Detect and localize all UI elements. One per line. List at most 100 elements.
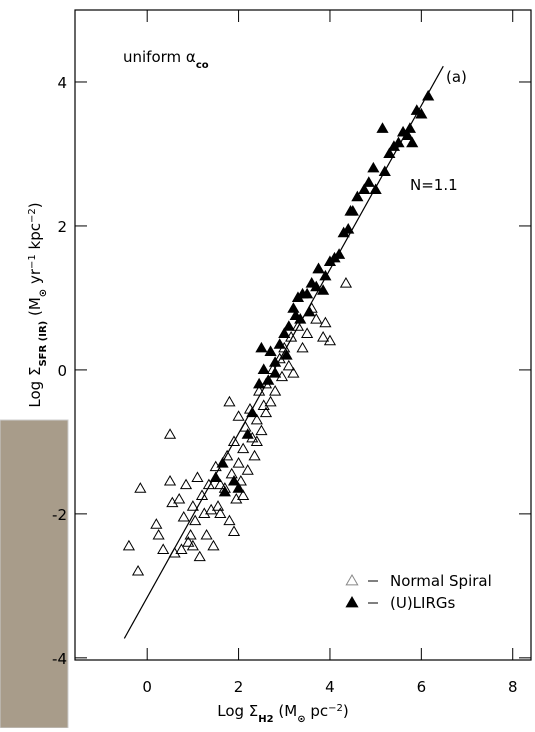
data-point xyxy=(223,395,236,407)
data-point xyxy=(257,363,270,374)
y-axis-label-part: −2 xyxy=(27,208,38,223)
data-point xyxy=(207,539,220,551)
data-point xyxy=(191,471,204,482)
data-point xyxy=(225,467,238,479)
data-point xyxy=(351,190,364,202)
y-tick-label: 0 xyxy=(57,362,67,380)
data-point xyxy=(211,500,225,511)
data-point xyxy=(150,518,163,529)
data-point xyxy=(122,539,136,551)
data-point xyxy=(301,327,314,338)
data-point xyxy=(195,489,209,500)
data-point xyxy=(255,341,268,353)
data-point xyxy=(227,474,241,486)
data-point xyxy=(376,122,389,133)
y-axis-label-part: SFR (IR) xyxy=(38,321,49,367)
data-point xyxy=(310,280,323,292)
data-point xyxy=(301,287,314,299)
data-point xyxy=(310,313,323,324)
data-point xyxy=(214,478,227,490)
annotation-part: co xyxy=(196,60,209,71)
data-point xyxy=(246,406,259,418)
data-point xyxy=(403,122,417,133)
y-axis-label-part: Log Σ xyxy=(26,367,44,408)
data-point xyxy=(200,528,213,540)
y-axis-label-part: ) xyxy=(26,202,44,208)
x-tick-label: 2 xyxy=(234,678,244,696)
data-point xyxy=(177,510,190,522)
data-point xyxy=(317,284,330,295)
data-point xyxy=(369,183,382,195)
x-axis-label-part: ) xyxy=(343,702,349,720)
data-point xyxy=(221,449,234,461)
data-point xyxy=(232,482,245,493)
annotation: uniform αco xyxy=(123,48,209,71)
data-point xyxy=(253,377,266,389)
y-tick-label: -4 xyxy=(52,650,67,668)
data-point xyxy=(241,428,254,439)
data-point xyxy=(237,442,250,454)
x-tick-label: 4 xyxy=(325,678,335,696)
data-point xyxy=(422,89,435,101)
data-point xyxy=(232,456,245,468)
data-point xyxy=(232,410,245,421)
legend-label: (U)LIRGs xyxy=(390,594,456,612)
data-point xyxy=(250,413,263,425)
data-point xyxy=(248,449,261,461)
x-tick-label: 0 xyxy=(142,678,152,696)
x-tick-label: 8 xyxy=(508,678,518,696)
y-tick-label: 4 xyxy=(57,74,67,92)
data-point xyxy=(280,349,293,360)
x-axis-label-part: pc xyxy=(306,702,329,720)
data-point xyxy=(319,269,332,281)
data-point xyxy=(282,359,295,371)
data-point xyxy=(223,514,236,526)
x-axis-label-part: (M xyxy=(274,702,298,720)
data-point xyxy=(319,316,332,328)
y-axis-label: Log ΣSFR (IR) (M⊙ yr−1 kpc−2) xyxy=(26,202,49,407)
data-point xyxy=(339,277,353,288)
y-axis-label-part: −1 xyxy=(27,254,38,269)
data-point xyxy=(184,528,197,540)
data-point xyxy=(287,302,300,313)
data-point xyxy=(173,492,186,504)
data-point xyxy=(239,420,252,432)
legend-marker xyxy=(345,573,359,586)
x-tick-label: 6 xyxy=(417,678,427,696)
data-point xyxy=(259,406,273,418)
data-point xyxy=(269,367,282,378)
data-point xyxy=(273,338,286,349)
data-point xyxy=(344,205,357,216)
data-point xyxy=(189,514,202,526)
data-point xyxy=(317,331,330,342)
data-point xyxy=(401,129,414,141)
x-axis-label-part: Log Σ xyxy=(217,702,258,720)
data-point xyxy=(296,341,309,353)
x-axis-label-part: ⊙ xyxy=(297,714,305,725)
data-point xyxy=(186,500,199,511)
data-point xyxy=(214,507,227,518)
y-axis-label-part: (M xyxy=(26,297,44,321)
data-point xyxy=(287,367,300,378)
x-axis-label-part: H2 xyxy=(258,714,273,725)
data-point xyxy=(227,435,241,446)
data-point xyxy=(269,356,282,367)
data-point xyxy=(237,489,250,500)
data-point xyxy=(362,176,375,187)
data-point xyxy=(186,539,199,551)
data-point xyxy=(264,345,277,356)
x-axis-label-part: −2 xyxy=(328,703,343,714)
data-point xyxy=(182,536,195,547)
data-point xyxy=(406,136,419,148)
panel-label: (a) xyxy=(446,68,467,86)
data-point xyxy=(134,482,147,493)
plot-frame xyxy=(74,9,532,661)
y-axis-label-part: yr xyxy=(26,268,44,289)
data-point xyxy=(131,564,145,576)
data-point xyxy=(218,485,231,497)
y-axis-label-part: kpc xyxy=(26,223,44,254)
y-tick-label: -2 xyxy=(52,506,67,524)
data-point xyxy=(216,456,229,468)
legend-marker xyxy=(345,595,359,608)
data-point xyxy=(333,248,346,259)
